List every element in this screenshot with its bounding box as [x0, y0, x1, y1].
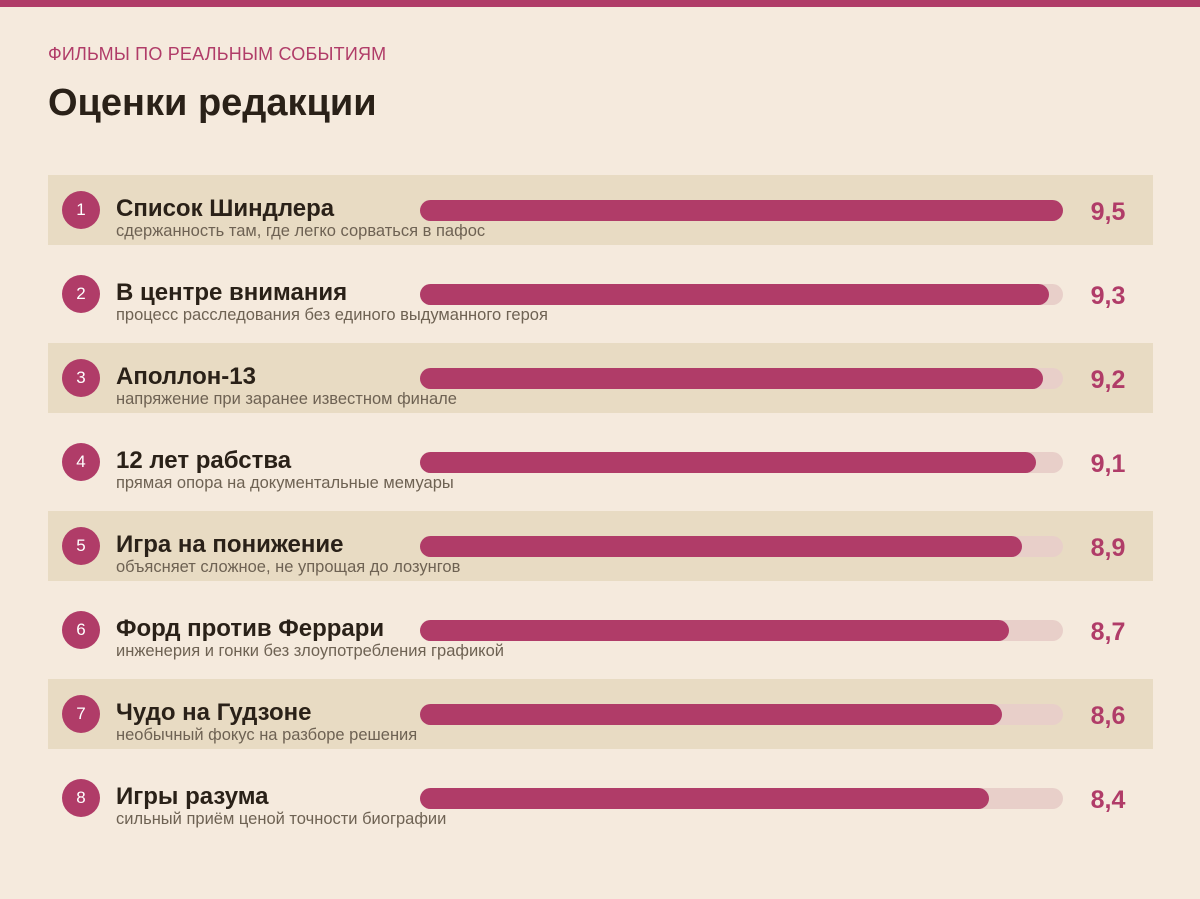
- film-note: процесс расследования без единого выдума…: [116, 306, 548, 324]
- score-value: 8,4: [1090, 786, 1126, 814]
- rating-row: 2 В центре внимания процесс расследования …: [48, 259, 1153, 329]
- film-note: напряжение при заранее известном финале: [116, 390, 457, 408]
- film-title: В центре внимания: [116, 279, 348, 306]
- score-bar: [420, 200, 1063, 221]
- score-bar-track: [420, 200, 1063, 221]
- score-bar-track: [420, 704, 1063, 725]
- film-title: Список Шиндлера: [116, 195, 335, 222]
- film-title: Аполлон-13: [116, 363, 256, 390]
- rank-badge: 4: [62, 443, 100, 481]
- film-title: Чудо на Гудзоне: [116, 699, 312, 726]
- top-accent-bar: [0, 0, 1200, 7]
- score-value: 9,1: [1090, 450, 1126, 478]
- rank-badge: 5: [62, 527, 100, 565]
- score-value: 8,6: [1090, 702, 1126, 730]
- film-title: Форд против Феррари: [116, 615, 385, 642]
- score-value: 8,9: [1090, 534, 1126, 562]
- score-value: 9,3: [1090, 282, 1126, 310]
- film-note: сильный приём ценой точности биографии: [116, 810, 447, 828]
- film-note: объясняет сложное, не упрощая до лозунго…: [116, 558, 461, 576]
- film-note: сдержанность там, где легко сорваться в …: [116, 222, 486, 240]
- rating-row: 7 Чудо на Гудзоне необычный фокус на разбо…: [48, 679, 1153, 749]
- score-bar-track: [420, 536, 1063, 557]
- score-bar-track: [420, 788, 1063, 809]
- score-value: 9,5: [1090, 198, 1126, 226]
- score-bar: [420, 284, 1049, 305]
- score-value: 8,7: [1090, 618, 1126, 646]
- rank-badge: 8: [62, 779, 100, 817]
- rank-badge: 6: [62, 611, 100, 649]
- rating-row: 5 Игра на понижение объясняет сложное, не …: [48, 511, 1153, 581]
- rating-row: 1 Список Шиндлера сдержанность там, где ле…: [48, 175, 1153, 245]
- score-bar: [420, 452, 1036, 473]
- film-note: инженерия и гонки без злоупотребления гр…: [116, 642, 504, 660]
- score-bar: [420, 536, 1022, 557]
- film-title: Игра на понижение: [116, 531, 344, 558]
- ratings-chart: 1 Список Шиндлера сдержанность там, где ле…: [48, 175, 1153, 847]
- film-note: прямая опора на документальные мемуары: [116, 474, 454, 492]
- score-bar-track: [420, 452, 1063, 473]
- film-title: 12 лет рабства: [116, 447, 292, 474]
- score-bar: [420, 788, 989, 809]
- score-bar-track: [420, 620, 1063, 641]
- rank-badge: 7: [62, 695, 100, 733]
- page-title: Оценки редакции: [48, 82, 377, 124]
- score-value: 9,2: [1090, 366, 1126, 394]
- rank-badge: 1: [62, 191, 100, 229]
- score-bar-track: [420, 368, 1063, 389]
- score-bar-track: [420, 284, 1063, 305]
- film-note: необычный фокус на разборе решения: [116, 726, 418, 744]
- rating-row: 8 Игры разума сильный приём ценой точности…: [48, 763, 1153, 833]
- score-bar: [420, 368, 1043, 389]
- score-bar: [420, 704, 1002, 725]
- rating-row: 3 Аполлон-13 напряжение при заранее извест…: [48, 343, 1153, 413]
- rank-badge: 3: [62, 359, 100, 397]
- rank-badge: 2: [62, 275, 100, 313]
- rating-row: 4 12 лет рабства прямая опора на документа…: [48, 427, 1153, 497]
- kicker-label: ФИЛЬМЫ ПО РЕАЛЬНЫМ СОБЫТИЯМ: [48, 44, 387, 64]
- score-bar: [420, 620, 1009, 641]
- rating-row: 6 Форд против Феррари инженерия и гонки бе…: [48, 595, 1153, 665]
- film-title: Игры разума: [116, 783, 269, 810]
